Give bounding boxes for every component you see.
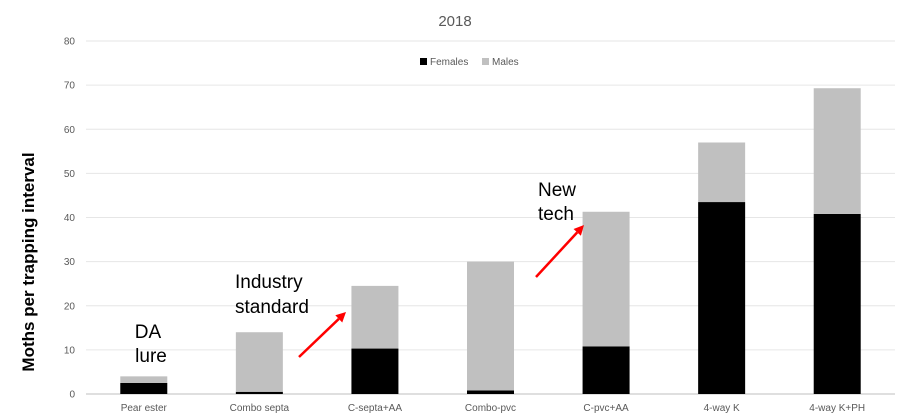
annotation-new-tech-line-1: New [538, 180, 576, 201]
annotation-da-lure-line-1: DA [135, 322, 162, 343]
x-tick-label: Combo septa [230, 403, 290, 414]
y-axis-label: Moths per trapping interval [19, 152, 38, 371]
bar-males-4 [582, 211, 630, 347]
bar-males-2 [351, 285, 399, 349]
y-tick-label: 20 [64, 301, 76, 312]
bar-females-0 [120, 382, 168, 394]
bar-females-1 [235, 391, 283, 394]
bar-males-0 [120, 376, 168, 383]
legend-swatch-males [482, 58, 489, 65]
bar-females-6 [813, 213, 861, 394]
y-tick-label: 0 [69, 390, 75, 401]
y-tick-label: 70 [64, 81, 76, 92]
arrow-industry-standard [298, 312, 346, 358]
bar-females-4 [582, 346, 630, 394]
legend: Females Males [420, 57, 519, 68]
x-tick-label: C-septa+AA [348, 403, 403, 414]
bar-females-3 [467, 390, 514, 394]
y-tick-label: 30 [64, 257, 76, 268]
legend-label-females: Females [430, 57, 468, 68]
annotation-new-tech-line-2: tech [538, 204, 574, 225]
bars [120, 88, 861, 394]
x-axis-ticks: Pear ester Combo septa C-septa+AA Combo-pvc… [121, 403, 865, 414]
y-tick-label: 10 [64, 345, 76, 356]
annotation-industry-standard-line-1: Industry [235, 272, 303, 293]
y-tick-label: 80 [64, 37, 76, 48]
legend-swatch-females [420, 58, 427, 65]
legend-label-males: Males [492, 57, 519, 68]
arrows [298, 225, 584, 358]
bar-males-3 [467, 261, 514, 391]
arrow-new-tech [535, 225, 584, 278]
x-tick-label: C-pvc+AA [583, 403, 629, 414]
x-tick-label: 4-way K+PH [809, 403, 865, 414]
x-tick-label: 4-way K [704, 403, 740, 414]
bar-females-2 [351, 348, 399, 394]
bar-males-1 [235, 332, 283, 392]
x-tick-label: Combo-pvc [465, 403, 516, 414]
bar-males-6 [813, 88, 861, 214]
annotations: DA lure Industry standard New tech [135, 180, 576, 367]
y-tick-label: 50 [64, 169, 76, 180]
bar-males-5 [698, 142, 746, 203]
gridlines [86, 40, 895, 395]
y-axis-ticks: 0 10 20 30 40 50 60 70 80 [64, 37, 76, 401]
bar-females-5 [698, 202, 746, 394]
chart-title: 2018 [438, 13, 471, 30]
y-tick-label: 60 [64, 125, 76, 136]
x-tick-label: Pear ester [121, 403, 168, 414]
annotation-da-lure-line-2: lure [135, 346, 167, 367]
y-tick-label: 40 [64, 213, 76, 224]
annotation-industry-standard-line-2: standard [235, 297, 309, 318]
